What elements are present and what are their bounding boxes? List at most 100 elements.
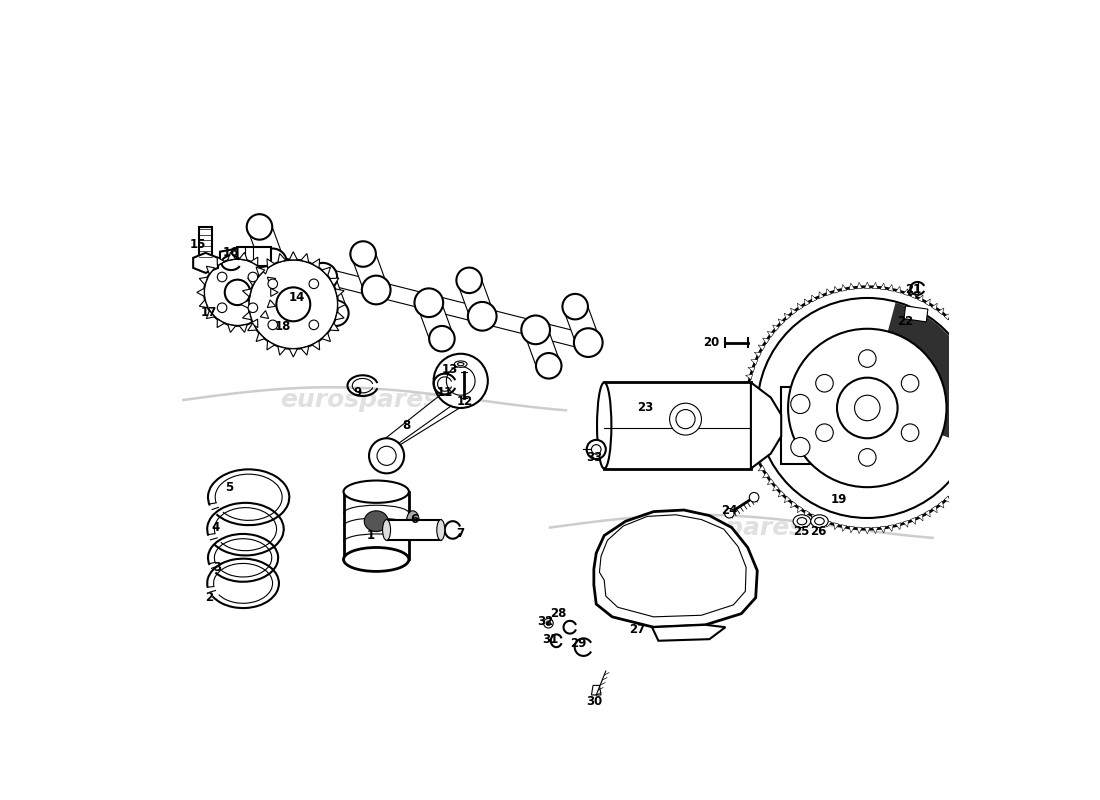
Polygon shape bbox=[248, 278, 256, 286]
Polygon shape bbox=[977, 360, 983, 365]
Polygon shape bbox=[251, 257, 257, 266]
Polygon shape bbox=[751, 451, 758, 456]
Polygon shape bbox=[834, 522, 839, 530]
Polygon shape bbox=[249, 223, 284, 267]
Polygon shape bbox=[322, 333, 330, 342]
Polygon shape bbox=[938, 308, 944, 314]
Circle shape bbox=[224, 280, 250, 305]
Circle shape bbox=[816, 424, 834, 442]
Text: 24: 24 bbox=[722, 503, 738, 517]
Polygon shape bbox=[336, 289, 344, 297]
Polygon shape bbox=[768, 331, 774, 338]
Polygon shape bbox=[758, 345, 766, 350]
Circle shape bbox=[468, 302, 496, 330]
Circle shape bbox=[791, 438, 810, 457]
Polygon shape bbox=[872, 527, 878, 534]
Polygon shape bbox=[375, 395, 453, 454]
Circle shape bbox=[901, 374, 918, 392]
Polygon shape bbox=[798, 303, 803, 310]
Polygon shape bbox=[798, 506, 803, 513]
Polygon shape bbox=[336, 312, 344, 320]
Polygon shape bbox=[925, 299, 931, 306]
Polygon shape bbox=[758, 466, 766, 471]
Ellipse shape bbox=[793, 515, 811, 527]
Polygon shape bbox=[220, 249, 238, 265]
Polygon shape bbox=[458, 276, 494, 320]
Ellipse shape bbox=[798, 518, 806, 525]
Circle shape bbox=[749, 493, 759, 502]
Polygon shape bbox=[944, 496, 950, 502]
Polygon shape bbox=[865, 527, 870, 534]
Polygon shape bbox=[238, 247, 271, 266]
Text: 5: 5 bbox=[226, 481, 233, 494]
Polygon shape bbox=[312, 341, 320, 350]
Polygon shape bbox=[762, 472, 769, 478]
Circle shape bbox=[246, 214, 272, 240]
Polygon shape bbox=[857, 527, 862, 534]
Circle shape bbox=[218, 303, 227, 313]
Polygon shape bbox=[267, 341, 275, 350]
Polygon shape bbox=[987, 398, 993, 403]
Polygon shape bbox=[386, 519, 441, 540]
Polygon shape bbox=[969, 345, 977, 350]
Polygon shape bbox=[592, 686, 601, 695]
Polygon shape bbox=[741, 413, 748, 418]
Polygon shape bbox=[812, 295, 817, 302]
Text: 12: 12 bbox=[456, 395, 473, 408]
Polygon shape bbox=[289, 349, 297, 357]
Circle shape bbox=[574, 328, 603, 357]
Polygon shape bbox=[772, 325, 779, 331]
Polygon shape bbox=[778, 490, 784, 497]
Circle shape bbox=[258, 249, 287, 278]
Circle shape bbox=[351, 242, 376, 266]
Text: 21: 21 bbox=[905, 283, 922, 297]
Polygon shape bbox=[199, 300, 208, 307]
Polygon shape bbox=[594, 510, 757, 627]
Polygon shape bbox=[312, 258, 320, 268]
Text: 28: 28 bbox=[550, 607, 566, 620]
Circle shape bbox=[725, 509, 734, 518]
Polygon shape bbox=[748, 367, 755, 372]
Circle shape bbox=[447, 366, 475, 395]
Polygon shape bbox=[271, 288, 278, 297]
Circle shape bbox=[204, 259, 271, 326]
Polygon shape bbox=[744, 382, 750, 387]
Text: 8: 8 bbox=[403, 419, 410, 432]
Text: 27: 27 bbox=[629, 623, 646, 636]
Text: 14: 14 bbox=[288, 291, 305, 305]
Text: 13: 13 bbox=[441, 363, 458, 376]
Polygon shape bbox=[826, 289, 832, 296]
Polygon shape bbox=[950, 490, 956, 497]
Polygon shape bbox=[784, 314, 791, 320]
Polygon shape bbox=[242, 289, 252, 297]
Polygon shape bbox=[330, 323, 339, 330]
Ellipse shape bbox=[383, 519, 390, 540]
Polygon shape bbox=[301, 254, 309, 262]
Polygon shape bbox=[895, 522, 901, 530]
Polygon shape bbox=[842, 525, 847, 531]
Text: 11: 11 bbox=[437, 386, 453, 398]
Polygon shape bbox=[389, 382, 482, 446]
Text: 30: 30 bbox=[586, 695, 603, 708]
Polygon shape bbox=[980, 444, 987, 449]
Circle shape bbox=[456, 267, 482, 293]
Circle shape bbox=[901, 424, 918, 442]
Polygon shape bbox=[950, 319, 956, 326]
Polygon shape bbox=[604, 382, 751, 469]
Text: 6: 6 bbox=[410, 513, 419, 526]
Circle shape bbox=[308, 263, 337, 291]
Polygon shape bbox=[880, 283, 886, 290]
Polygon shape bbox=[748, 444, 755, 449]
Polygon shape bbox=[289, 252, 297, 260]
Polygon shape bbox=[199, 227, 212, 263]
Polygon shape bbox=[969, 466, 977, 471]
Text: 9: 9 bbox=[353, 386, 361, 398]
Text: 25: 25 bbox=[793, 525, 810, 538]
Ellipse shape bbox=[811, 515, 828, 527]
Polygon shape bbox=[768, 478, 774, 485]
Circle shape bbox=[433, 354, 487, 408]
Ellipse shape bbox=[597, 382, 612, 469]
Polygon shape bbox=[987, 413, 993, 418]
Text: 31: 31 bbox=[542, 633, 558, 646]
Polygon shape bbox=[960, 478, 967, 485]
